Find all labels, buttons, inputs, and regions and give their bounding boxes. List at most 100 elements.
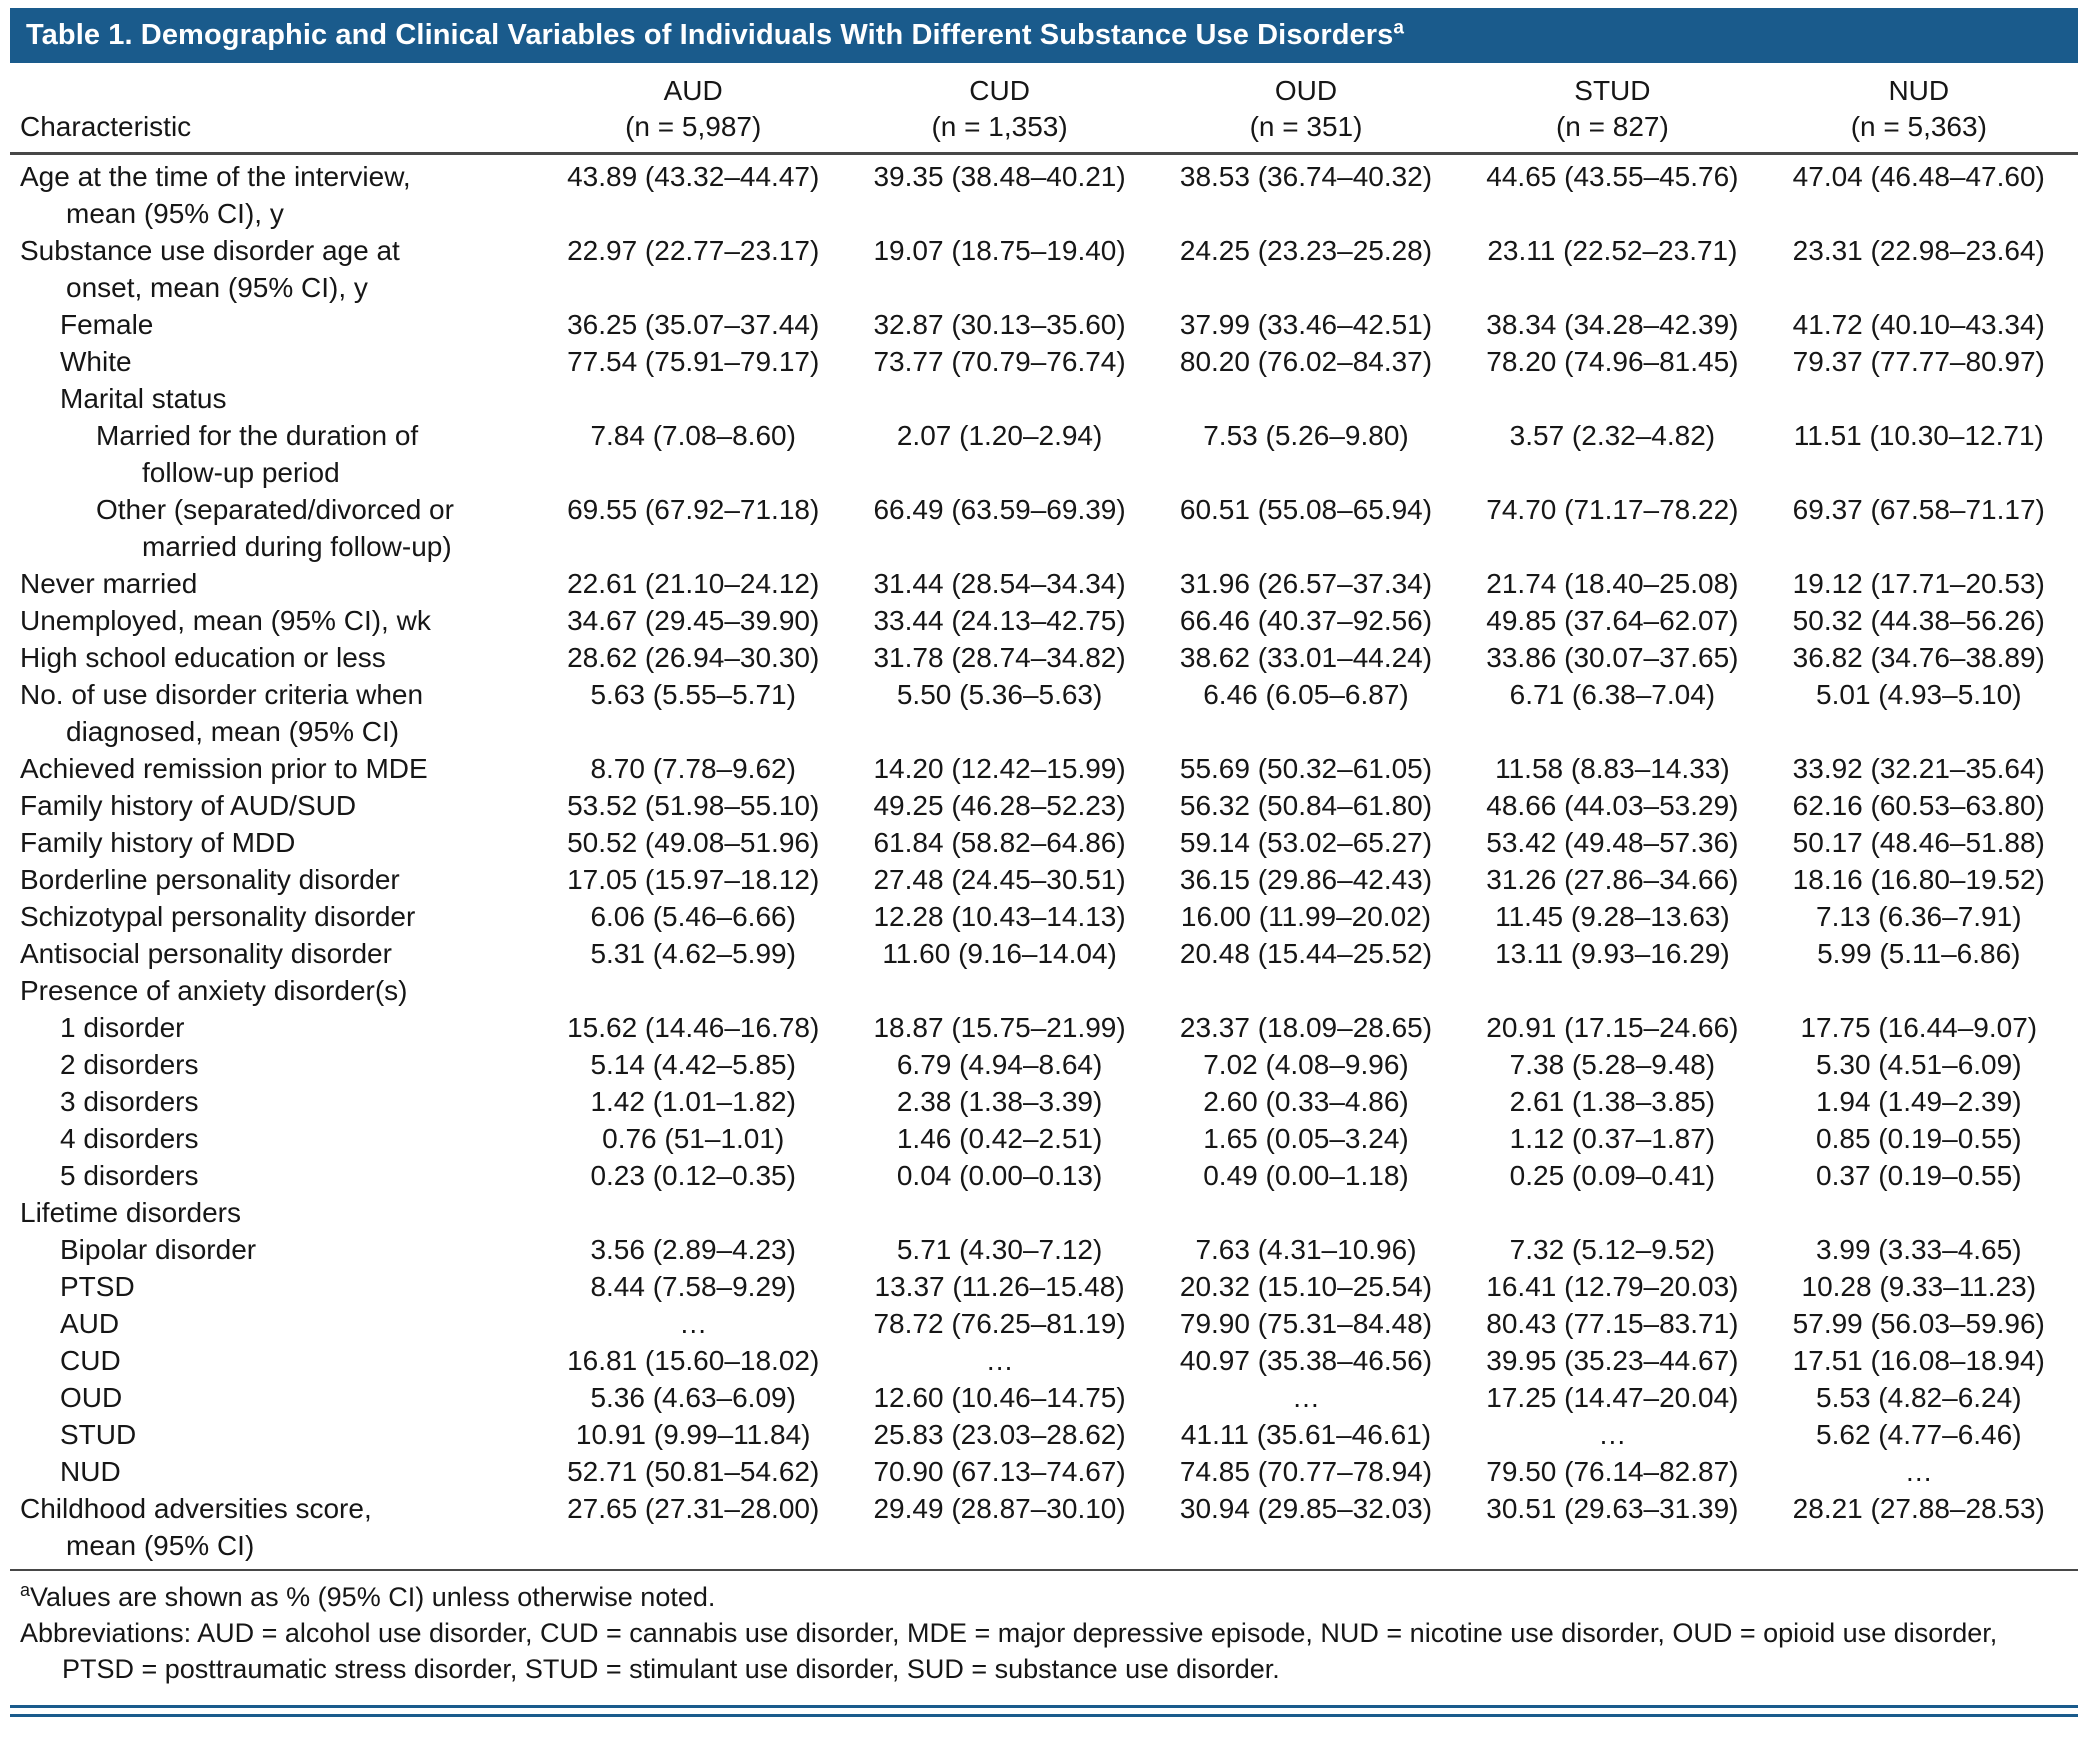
footnote-abbreviations: Abbreviations: AUD = alcohol use disorde… bbox=[20, 1618, 1998, 1684]
row-value: 34.67 (29.45–39.90) bbox=[567, 605, 820, 636]
row-label-line: Other (separated/divorced or bbox=[96, 494, 454, 525]
row-value: 21.74 (18.40–25.08) bbox=[1486, 568, 1739, 599]
row-value: 6.46 (6.05–6.87) bbox=[1203, 679, 1409, 710]
row-value: 53.42 (49.48–57.36) bbox=[1486, 827, 1739, 858]
row-value: 6.79 (4.94–8.64) bbox=[896, 1049, 1103, 1080]
row-value: 11.58 (8.83–14.33) bbox=[1495, 753, 1730, 784]
row-label: CUD bbox=[20, 1342, 540, 1379]
row-label-line: Bipolar disorder bbox=[60, 1234, 257, 1265]
row-value: 43.89 (43.32–44.47) bbox=[567, 161, 820, 192]
table-row: Family history of MDD 50.52 (49.08–51.96)… bbox=[20, 824, 2072, 861]
row-value: 61.84 (58.82–64.86) bbox=[873, 827, 1126, 858]
footnote-a: aValues are shown as % (95% CI) unless o… bbox=[20, 1579, 2068, 1615]
row-label: Antisocial personality disorder bbox=[20, 935, 540, 972]
row-label: 5 disorders bbox=[20, 1157, 540, 1194]
row-value: 30.51 (29.63–31.39) bbox=[1486, 1493, 1739, 1524]
row-value: 2.07 (1.20–2.94) bbox=[896, 420, 1103, 451]
row-value: 6.06 (5.46–6.66) bbox=[590, 901, 796, 932]
row-value: 23.37 (18.09–28.65) bbox=[1179, 1012, 1433, 1043]
row-value: 10.91 (9.99–11.84) bbox=[575, 1419, 811, 1450]
row-value: 8.70 (7.78–9.62) bbox=[590, 753, 796, 784]
row-label: High school education or less bbox=[20, 639, 540, 676]
row-label-line: PTSD bbox=[60, 1271, 135, 1302]
row-value: 0.04 (0.00–0.13) bbox=[896, 1160, 1103, 1191]
row-value: 3.57 (2.32–4.82) bbox=[1509, 420, 1716, 451]
row-value: 13.11 (9.93–16.29) bbox=[1495, 938, 1730, 969]
table-row: Marital status bbox=[20, 380, 2072, 417]
table-row: AUD … 78.72 (76.25–81.19) 79.90 (75.31–84.4… bbox=[20, 1305, 2072, 1342]
row-label: PTSD bbox=[20, 1268, 540, 1305]
table-row: White 77.54 (75.91–79.17) 73.77 (70.79–76.… bbox=[20, 343, 2072, 380]
row-value: 39.95 (35.23–44.67) bbox=[1486, 1345, 1739, 1376]
row-value: 0.37 (0.19–0.55) bbox=[1816, 1160, 2022, 1191]
row-value: 44.65 (43.55–45.76) bbox=[1486, 161, 1739, 192]
table-row: Bipolar disorder 3.56 (2.89–4.23) 5.71 (4.… bbox=[20, 1231, 2072, 1268]
row-value: 7.63 (4.31–10.96) bbox=[1195, 1234, 1417, 1265]
row-label: Childhood adversities score, mean (95% CI… bbox=[20, 1490, 540, 1564]
row-value: 3.99 (3.33–4.65) bbox=[1816, 1234, 2022, 1265]
row-value: 5.50 (5.36–5.63) bbox=[896, 679, 1103, 710]
row-value: 38.34 (34.28–42.39) bbox=[1486, 309, 1739, 340]
row-value: 36.15 (29.86–42.43) bbox=[1179, 864, 1433, 895]
footnote-a-marker: a bbox=[20, 1580, 31, 1600]
table-row: 3 disorders 1.42 (1.01–1.82) 2.38 (1.38–3.… bbox=[20, 1083, 2072, 1120]
row-value: 15.62 (14.46–16.78) bbox=[567, 1012, 820, 1043]
row-value: 5.36 (4.63–6.09) bbox=[590, 1382, 796, 1413]
column-header-nud: NUD (n = 5,363) bbox=[1766, 73, 2072, 145]
row-value: 39.35 (38.48–40.21) bbox=[873, 161, 1126, 192]
row-value: 5.99 (5.11–6.86) bbox=[1817, 938, 2021, 969]
bottom-rule-top bbox=[10, 1705, 2078, 1708]
row-value: 52.71 (50.81–54.62) bbox=[567, 1456, 820, 1487]
table-row: 2 disorders 5.14 (4.42–5.85) 6.79 (4.94–8.… bbox=[20, 1046, 2072, 1083]
column-n: (n = 827) bbox=[1555, 111, 1669, 142]
row-value: 14.20 (12.42–15.99) bbox=[873, 753, 1126, 784]
row-label-line: Borderline personality disorder bbox=[20, 864, 400, 895]
row-value: 2.38 (1.38–3.39) bbox=[896, 1086, 1103, 1117]
row-value: 5.30 (4.51–6.09) bbox=[1816, 1049, 2022, 1080]
row-label-line: 1 disorder bbox=[60, 1012, 185, 1043]
row-value: 17.05 (15.97–18.12) bbox=[567, 864, 820, 895]
row-value: 17.51 (16.08–18.94) bbox=[1792, 1345, 2045, 1376]
table-row: Borderline personality disorder 17.05 (15… bbox=[20, 861, 2072, 898]
row-value: 32.87 (30.13–35.60) bbox=[873, 309, 1126, 340]
row-value: 56.32 (50.84–61.80) bbox=[1179, 790, 1433, 821]
column-abbr: AUD bbox=[663, 75, 723, 106]
row-label-line: Married for the duration of bbox=[96, 420, 419, 451]
row-value: 80.43 (77.15–83.71) bbox=[1486, 1308, 1739, 1339]
row-value: 20.91 (17.15–24.66) bbox=[1486, 1012, 1739, 1043]
row-label-line: Schizotypal personality disorder bbox=[20, 901, 416, 932]
table-title-bar: Table 1. Demographic and Clinical Variab… bbox=[10, 8, 2078, 63]
row-value: 50.52 (49.08–51.96) bbox=[567, 827, 820, 858]
row-value: 59.14 (53.02–65.27) bbox=[1179, 827, 1433, 858]
row-label: White bbox=[20, 343, 540, 380]
row-label-line: Family history of AUD/SUD bbox=[20, 790, 357, 821]
row-value: 27.65 (27.31–28.00) bbox=[567, 1493, 820, 1524]
row-value: 22.61 (21.10–24.12) bbox=[567, 568, 820, 599]
row-value: 66.46 (40.37–92.56) bbox=[1179, 605, 1433, 636]
row-value: 7.13 (6.36–7.91) bbox=[1816, 901, 2022, 932]
row-value: 11.45 (9.28–13.63) bbox=[1495, 901, 1730, 932]
row-value: 40.97 (35.38–46.56) bbox=[1179, 1345, 1433, 1376]
row-label-line: Age at the time of the interview, bbox=[20, 161, 411, 192]
row-value: 20.32 (15.10–25.54) bbox=[1179, 1271, 1433, 1302]
row-label-line: 4 disorders bbox=[60, 1123, 199, 1154]
row-value: 17.75 (16.44–9.07) bbox=[1800, 1012, 2038, 1043]
row-label-line: Unemployed, mean (95% CI), wk bbox=[20, 605, 431, 636]
row-value: 38.53 (36.74–40.32) bbox=[1179, 161, 1433, 192]
table-row: Unemployed, mean (95% CI), wk 34.67 (29.4… bbox=[20, 602, 2072, 639]
row-value: … bbox=[1904, 1456, 1933, 1487]
table-row: STUD 10.91 (9.99–11.84) 25.83 (23.03–28.62… bbox=[20, 1416, 2072, 1453]
row-value: 69.37 (67.58–71.17) bbox=[1792, 494, 2045, 525]
row-label: Schizotypal personality disorder bbox=[20, 898, 540, 935]
column-header-characteristic: Characteristic bbox=[20, 111, 192, 142]
row-value: 19.07 (18.75–19.40) bbox=[873, 235, 1126, 266]
row-value: … bbox=[1291, 1382, 1320, 1413]
row-value: 16.81 (15.60–18.02) bbox=[567, 1345, 820, 1376]
row-label-line: diagnosed, mean (95% CI) bbox=[66, 716, 400, 747]
row-value: 33.44 (24.13–42.75) bbox=[873, 605, 1126, 636]
row-value: 16.00 (11.99–20.02) bbox=[1180, 901, 1432, 932]
row-label: Marital status bbox=[20, 380, 540, 417]
table-row: Age at the time of the interview, mean (9… bbox=[20, 158, 2072, 232]
bottom-rule-bottom bbox=[10, 1714, 2078, 1717]
